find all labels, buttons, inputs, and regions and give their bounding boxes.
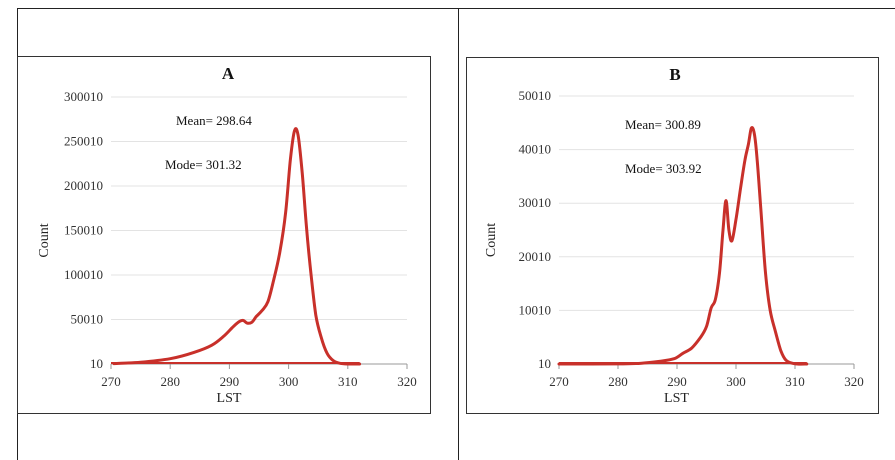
chart-b-y-tick-label: 20010: [519, 249, 552, 264]
chart-panel-b: 10 10010 20010 30010 40010 50010 270 280 290 300 3…: [466, 57, 879, 414]
chart-a-title: A: [222, 64, 235, 83]
chart-b-y-tick-label: 40010: [519, 142, 552, 157]
chart-a-x-tick-label: 320: [397, 374, 417, 389]
chart-a-y-tick-label: 250010: [64, 134, 103, 149]
chart-b-svg: 10 10010 20010 30010 40010 50010 270 280 290 300 3…: [484, 65, 864, 406]
chart-b-x-tick-label: 270: [549, 374, 569, 389]
chart-a-x-tick-label: 300: [279, 374, 299, 389]
chart-a-x-tick-label: 270: [101, 374, 121, 389]
chart-a-y-tick-label: 200010: [64, 178, 103, 193]
chart-b-y-tick-label: 10: [538, 356, 551, 371]
chart-a-y-tick-label: 100010: [64, 267, 103, 282]
frame-divider: [458, 8, 459, 460]
chart-b-y-tick-label: 10010: [519, 302, 552, 317]
chart-b-y-tick-label: 30010: [519, 195, 552, 210]
chart-b-mode-annotation: Mode= 303.92: [625, 161, 702, 176]
chart-a-x-tick-label: 280: [160, 374, 180, 389]
chart-a-y-tick-label: 150010: [64, 223, 103, 238]
chart-b-x-tick-label: 320: [844, 374, 864, 389]
chart-a-y-tick-label: 300010: [64, 89, 103, 104]
chart-b-y-axis-title: Count: [484, 223, 499, 257]
chart-b-title: B: [669, 65, 680, 84]
chart-b-x-tick-label: 290: [667, 374, 687, 389]
chart-a-x-tick-label: 310: [338, 374, 358, 389]
chart-b-x-tick-label: 300: [726, 374, 746, 389]
chart-a-svg: 10 50010 100010 150010 200010 250010 300010 270…: [37, 64, 417, 406]
chart-a-y-tick-label: 50010: [71, 312, 104, 327]
chart-a-y-axis-title: Count: [37, 223, 52, 257]
chart-b-mean-annotation: Mean= 300.89: [625, 117, 701, 132]
chart-a-y-tick-label: 10: [90, 356, 103, 371]
chart-a-x-axis-title: LST: [217, 391, 242, 406]
chart-b-x-axis-title: LST: [664, 391, 689, 406]
chart-b-y-tick-label: 50010: [519, 88, 552, 103]
chart-b-x-tick-label: 280: [608, 374, 628, 389]
chart-b-x-tick-label: 310: [785, 374, 805, 389]
chart-a-series-line: [112, 127, 362, 366]
chart-panel-a: 10 50010 100010 150010 200010 250010 300010 270…: [17, 56, 431, 414]
chart-b-series-line: [557, 126, 809, 366]
chart-a-mode-annotation: Mode= 301.32: [165, 157, 242, 172]
frame-top-border: [17, 8, 895, 9]
chart-a-mean-annotation: Mean= 298.64: [176, 113, 252, 128]
chart-a-x-tick-label: 290: [220, 374, 240, 389]
